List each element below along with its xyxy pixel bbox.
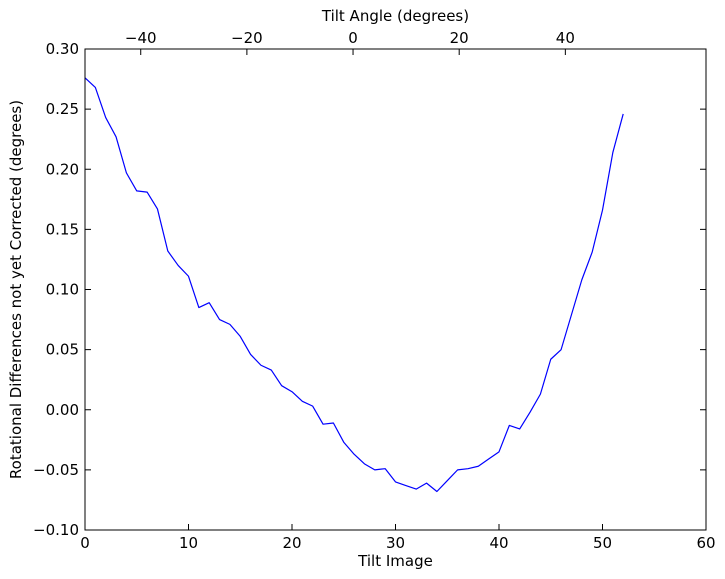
top-x-axis-label: Tilt Angle (degrees) — [321, 7, 469, 25]
y-tick-label: 0.30 — [46, 40, 79, 58]
top-x-tick-label: 40 — [556, 29, 575, 47]
x-tick-label: 10 — [179, 534, 198, 552]
y-tick-label: 0.05 — [46, 341, 79, 359]
x-tick-label: 20 — [282, 534, 301, 552]
top-x-tick-label: 0 — [348, 29, 358, 47]
y-tick-label: 0.25 — [46, 100, 79, 118]
x-tick-label: 50 — [593, 534, 612, 552]
x-tick-label: 30 — [386, 534, 405, 552]
top-x-tick-label: 20 — [450, 29, 469, 47]
top-x-tick-label: −40 — [125, 29, 157, 47]
y-tick-label: −0.10 — [33, 521, 79, 539]
x-axis-label: Tilt Image — [357, 552, 433, 570]
y-tick-label: 0.15 — [46, 220, 79, 238]
plot-frame — [84, 48, 707, 531]
top-x-tick-label: −20 — [231, 29, 263, 47]
ticks-layer: 0 10 20 30 40 50 60 −40 −20 0 20 40 −0.10 −0.05 0.00 0.… — [33, 29, 716, 552]
series-line — [84, 77, 624, 493]
x-tick-label: 0 — [80, 534, 90, 552]
x-tick-label: 60 — [696, 534, 715, 552]
y-tick-label: 0.20 — [46, 160, 79, 178]
y-tick-label: −0.05 — [33, 461, 79, 479]
y-tick-label: 0.00 — [46, 401, 79, 419]
series-layer — [84, 77, 624, 493]
y-axis-label: Rotational Differences not yet Corrected… — [7, 100, 25, 479]
y-tick-label: 0.10 — [46, 281, 79, 299]
x-tick-label: 40 — [489, 534, 508, 552]
